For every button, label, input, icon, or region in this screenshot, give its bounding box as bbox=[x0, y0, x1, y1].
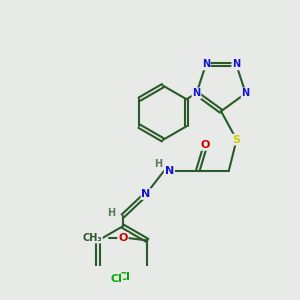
Text: O: O bbox=[201, 140, 210, 150]
Text: N: N bbox=[192, 88, 201, 98]
Text: N: N bbox=[202, 59, 210, 70]
Text: N: N bbox=[165, 166, 174, 176]
Text: H: H bbox=[154, 159, 162, 169]
Text: N: N bbox=[232, 59, 240, 70]
Text: N: N bbox=[142, 189, 151, 199]
Text: CH₃: CH₃ bbox=[82, 233, 102, 243]
Text: O: O bbox=[118, 233, 128, 243]
Text: Cl: Cl bbox=[110, 274, 122, 284]
Text: N: N bbox=[242, 88, 250, 98]
Text: H: H bbox=[107, 208, 115, 218]
Text: Cl: Cl bbox=[118, 272, 130, 282]
Text: S: S bbox=[232, 135, 241, 145]
